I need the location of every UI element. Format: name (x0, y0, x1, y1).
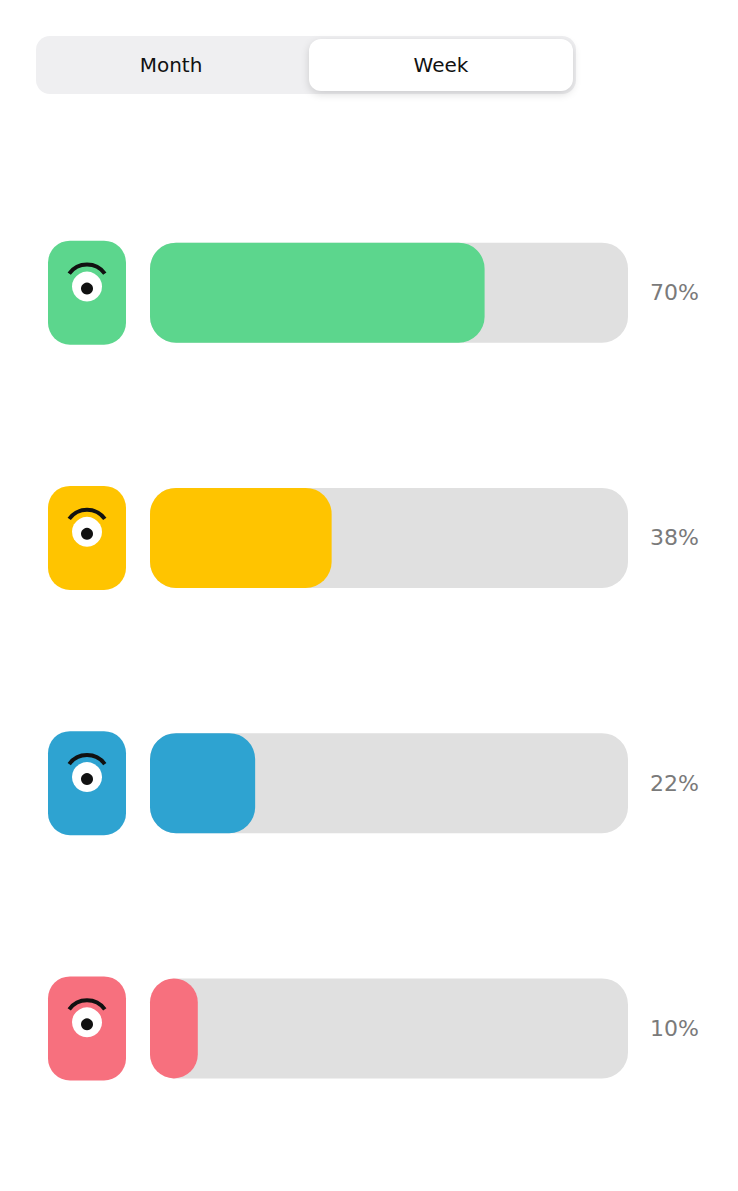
html-text:Week: Week (413, 53, 469, 77)
svg-text:38%: 38% (650, 525, 699, 550)
html-text:Month: Month (139, 53, 203, 77)
svg-text:70%: 70% (650, 280, 699, 305)
svg-text:22%: 22% (650, 771, 699, 796)
svg-text:10%: 10% (650, 1016, 699, 1041)
